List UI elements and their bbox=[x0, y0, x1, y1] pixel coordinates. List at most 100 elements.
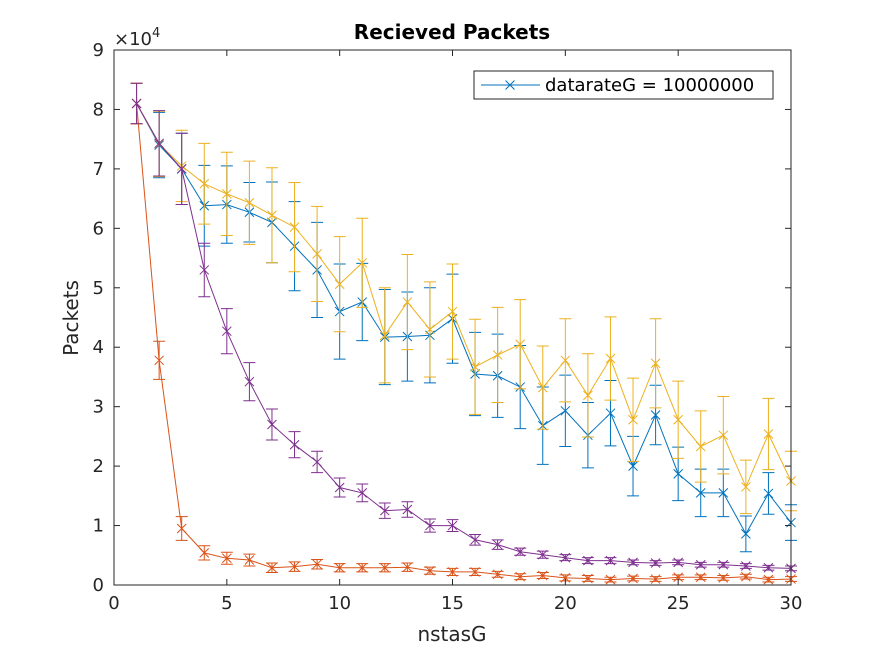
data-point bbox=[605, 408, 616, 419]
data-point bbox=[244, 376, 255, 387]
data-point bbox=[741, 571, 751, 582]
data-point bbox=[718, 573, 729, 583]
data-point bbox=[515, 571, 526, 582]
data-point bbox=[492, 569, 503, 580]
y-tick-label: 1 bbox=[93, 516, 104, 537]
legend-entry-label: datarateG = 10000000 bbox=[545, 75, 754, 96]
data-point bbox=[583, 555, 593, 566]
data-point bbox=[199, 265, 210, 275]
data-point bbox=[560, 355, 571, 366]
data-point bbox=[650, 558, 661, 568]
data-marks bbox=[130, 82, 797, 585]
data-point bbox=[267, 210, 277, 221]
data-point bbox=[244, 555, 255, 565]
data-point bbox=[763, 562, 774, 573]
data-point bbox=[695, 441, 706, 452]
series-3 bbox=[130, 82, 797, 515]
data-point bbox=[650, 358, 661, 369]
data-point bbox=[267, 419, 277, 430]
data-point bbox=[447, 567, 458, 577]
data-point bbox=[741, 482, 751, 492]
data-point bbox=[628, 414, 638, 425]
data-point bbox=[673, 414, 684, 425]
y-exponent-base: ×10 bbox=[114, 29, 152, 50]
series-line bbox=[136, 103, 792, 581]
series-4 bbox=[130, 82, 797, 574]
data-point bbox=[560, 405, 571, 416]
data-point bbox=[537, 382, 548, 393]
data-point bbox=[289, 439, 300, 450]
data-point bbox=[357, 562, 368, 573]
data-point bbox=[695, 572, 706, 583]
y-exponent-power: 4 bbox=[152, 26, 160, 41]
data-point bbox=[718, 430, 729, 441]
y-tick-label: 6 bbox=[93, 218, 104, 239]
data-point bbox=[695, 488, 706, 498]
y-axis-label: Packets bbox=[59, 280, 83, 356]
data-point bbox=[244, 197, 255, 208]
x-tick-label: 0 bbox=[108, 593, 119, 614]
data-point bbox=[470, 567, 480, 577]
data-point bbox=[515, 339, 526, 350]
data-point bbox=[628, 461, 638, 471]
y-tick-label: 9 bbox=[93, 40, 104, 61]
data-point bbox=[628, 557, 638, 568]
data-point bbox=[425, 565, 435, 576]
data-point bbox=[718, 559, 729, 570]
data-point bbox=[289, 561, 300, 572]
data-point bbox=[334, 482, 345, 493]
legend-marker-icon bbox=[505, 80, 515, 90]
data-point bbox=[312, 457, 322, 467]
data-point bbox=[741, 561, 751, 571]
data-point bbox=[154, 138, 164, 149]
x-tick-label: 15 bbox=[441, 593, 464, 614]
data-point bbox=[199, 178, 210, 189]
series-line bbox=[136, 103, 792, 569]
data-point bbox=[560, 573, 571, 583]
x-tick-label: 20 bbox=[554, 593, 577, 614]
data-point bbox=[379, 330, 390, 341]
x-tick-label: 10 bbox=[328, 593, 351, 614]
y-tick-label: 2 bbox=[93, 456, 104, 477]
y-exponent-label: ×104 bbox=[114, 26, 160, 50]
axis-ticks: 0 5 10 15 20 25 30 0 1 2 3 4 5 6 7 8 9 bbox=[93, 40, 803, 614]
data-point bbox=[673, 468, 684, 479]
data-point bbox=[695, 559, 706, 570]
data-point bbox=[289, 222, 300, 232]
data-point bbox=[650, 410, 661, 420]
data-point bbox=[402, 504, 413, 515]
data-point bbox=[221, 553, 232, 564]
data-point bbox=[583, 573, 593, 584]
data-point bbox=[425, 520, 435, 531]
data-point bbox=[334, 279, 345, 290]
data-point bbox=[650, 574, 661, 584]
data-point bbox=[334, 562, 345, 573]
data-point bbox=[537, 570, 548, 581]
data-point bbox=[267, 562, 277, 573]
data-point bbox=[425, 324, 435, 335]
data-point bbox=[402, 562, 413, 573]
data-point bbox=[470, 534, 480, 545]
y-tick-label: 3 bbox=[93, 397, 104, 418]
data-point bbox=[605, 574, 616, 585]
data-point bbox=[673, 572, 684, 583]
x-tick-label: 30 bbox=[780, 593, 803, 614]
data-point bbox=[131, 98, 142, 109]
data-point bbox=[583, 390, 593, 401]
series-2 bbox=[130, 82, 797, 585]
data-point bbox=[379, 562, 390, 573]
y-tick-label: 7 bbox=[93, 159, 104, 180]
data-point bbox=[673, 557, 684, 568]
legend[interactable]: datarateG = 10000000 bbox=[473, 70, 774, 100]
data-point bbox=[605, 555, 616, 566]
data-point bbox=[176, 523, 187, 534]
data-point bbox=[515, 546, 526, 557]
data-point bbox=[447, 520, 458, 531]
data-point bbox=[492, 539, 503, 550]
data-point bbox=[605, 353, 616, 364]
data-point bbox=[312, 249, 322, 259]
y-tick-label: 4 bbox=[93, 337, 104, 358]
data-point bbox=[447, 306, 458, 317]
